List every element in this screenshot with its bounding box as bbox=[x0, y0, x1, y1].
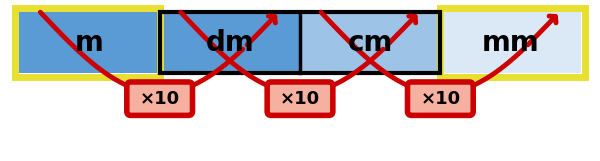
Text: ×10: ×10 bbox=[140, 90, 180, 108]
Text: dm: dm bbox=[205, 29, 254, 57]
Text: ×10: ×10 bbox=[280, 90, 320, 108]
Text: ×10: ×10 bbox=[420, 90, 460, 108]
Bar bbox=[160, 12, 300, 73]
Bar bbox=[300, 12, 440, 73]
Bar bbox=[160, 12, 440, 73]
FancyBboxPatch shape bbox=[407, 82, 473, 115]
Text: m: m bbox=[75, 29, 104, 57]
Bar bbox=[19, 12, 160, 73]
Bar bbox=[440, 12, 581, 73]
FancyBboxPatch shape bbox=[267, 82, 333, 115]
Text: cm: cm bbox=[347, 29, 393, 57]
FancyBboxPatch shape bbox=[127, 82, 193, 115]
Text: mm: mm bbox=[482, 29, 539, 57]
